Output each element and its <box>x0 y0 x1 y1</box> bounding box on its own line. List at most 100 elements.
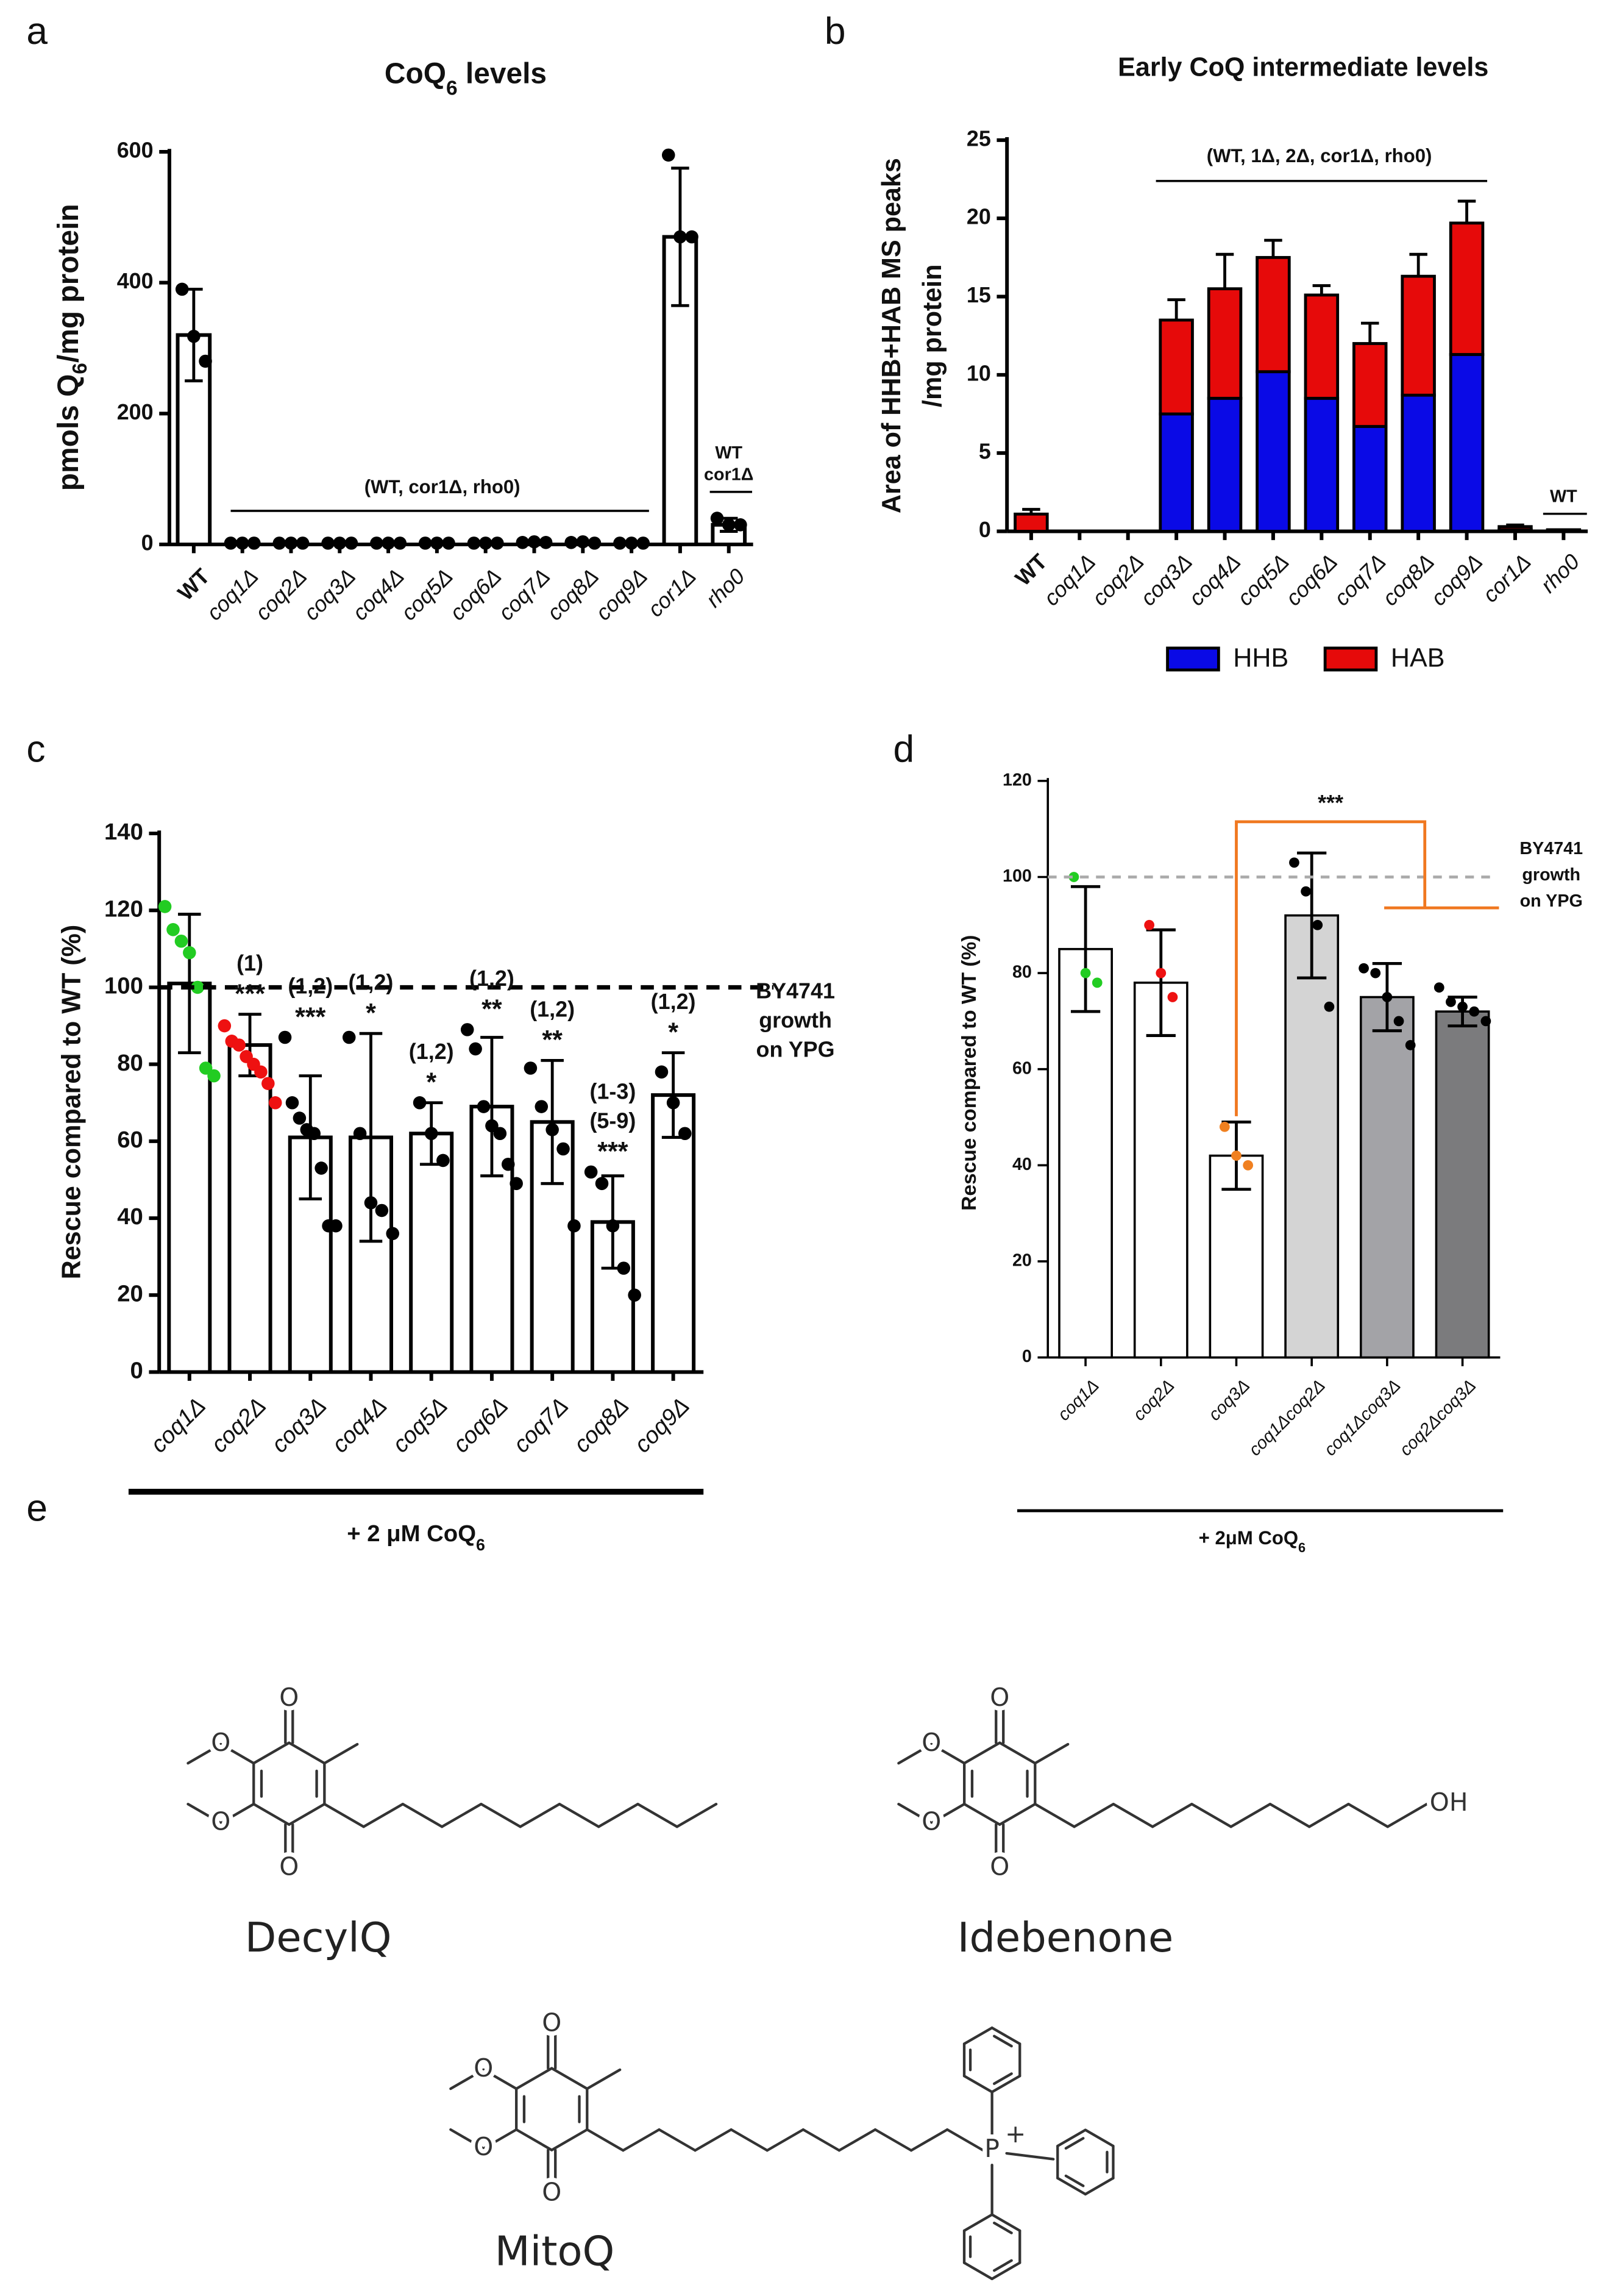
x-tick-label: coq3Δ <box>1135 549 1197 610</box>
bond <box>963 1803 1001 1826</box>
x-tick-label: coq4Δ <box>327 1392 392 1458</box>
data-point <box>1480 1016 1491 1027</box>
data-point <box>661 148 675 162</box>
text-part: pmols Q <box>52 374 85 491</box>
data-point <box>1370 968 1381 979</box>
comparison-label: (1,2) <box>530 997 575 1022</box>
data-point <box>1405 1039 1416 1050</box>
x-tick-label: coq8Δ <box>569 1392 634 1458</box>
data-point <box>278 1030 292 1044</box>
bar-segment <box>1256 255 1291 374</box>
data-point <box>174 934 188 948</box>
data-point <box>1167 992 1178 1002</box>
data-point <box>567 1219 581 1233</box>
bond <box>636 1803 678 1828</box>
data-point <box>493 1127 507 1141</box>
bond <box>586 2068 622 2091</box>
bond <box>597 1803 639 1828</box>
significance: *** <box>295 1002 326 1032</box>
x-tick-label: rho0 <box>701 563 750 612</box>
y-tick-label: 0 <box>979 517 991 542</box>
data-point <box>535 1100 549 1113</box>
bond <box>362 1803 405 1828</box>
bar-segment <box>1449 221 1485 356</box>
data-point <box>314 1161 328 1175</box>
bond <box>990 2261 1021 2281</box>
bond <box>998 1741 1037 1765</box>
bond <box>219 1803 255 1825</box>
bond <box>622 2128 661 2152</box>
bond <box>930 1803 966 1825</box>
bond <box>1034 1742 1070 1765</box>
data-point <box>187 329 201 343</box>
data-point <box>175 282 189 296</box>
data-point <box>673 230 687 244</box>
y-tick-label: 20 <box>967 204 991 229</box>
bond <box>1347 1803 1389 1828</box>
bond <box>993 2259 1013 2272</box>
y-tick-label: 80 <box>1012 963 1032 982</box>
x-tick-label: coq1Δ <box>201 563 263 625</box>
bar <box>1359 996 1415 1359</box>
y-tick-label: 10 <box>967 360 991 385</box>
bond <box>482 2128 518 2150</box>
bar <box>409 1132 454 1374</box>
bond <box>993 2034 1013 2048</box>
significance: *** <box>1318 790 1343 815</box>
y-tick-label: 120 <box>1003 770 1032 790</box>
data-point <box>333 537 347 550</box>
bond <box>1386 1803 1429 1828</box>
bar-segment <box>1401 274 1436 397</box>
x-tick-label: coq2Δ <box>250 563 311 625</box>
data-point <box>685 230 698 244</box>
bond <box>998 1803 1037 1826</box>
x-tick-label: coq9Δ <box>1426 549 1487 610</box>
data-point <box>199 354 212 368</box>
x-tick-label: coq5Δ <box>1232 549 1294 610</box>
text-part: 6 <box>446 77 458 99</box>
data-point <box>224 537 238 550</box>
panel-label: b <box>825 10 846 52</box>
data-point <box>413 1096 427 1110</box>
x-tick-label: coq2Δ <box>1087 549 1149 610</box>
data-point <box>467 537 481 550</box>
data-point <box>1433 982 1444 993</box>
data-point <box>436 1153 450 1168</box>
data-point <box>207 1069 221 1083</box>
data-point <box>1144 919 1155 930</box>
y-axis-label: /mg protein <box>918 264 947 407</box>
atom-label: + <box>1005 2119 1026 2148</box>
compound-name: Idebenone <box>957 1914 1173 1961</box>
data-point <box>460 1023 474 1036</box>
bracket-label: cor1Δ <box>704 465 753 485</box>
bond <box>219 1742 255 1765</box>
bond <box>930 1742 966 1765</box>
data-point <box>655 1065 669 1079</box>
bar-segment <box>1256 370 1291 533</box>
bond <box>801 2128 841 2152</box>
data-point <box>628 1288 641 1302</box>
bar <box>1058 947 1113 1359</box>
data-point <box>344 537 358 550</box>
bar <box>1435 1010 1490 1359</box>
atom-label: O <box>542 2008 561 2038</box>
bond <box>990 2213 1021 2233</box>
data-point <box>588 537 602 550</box>
atom-label: O <box>542 2177 561 2206</box>
bond <box>1056 2128 1087 2148</box>
chart-title: Early CoQ intermediate levels <box>1118 52 1488 82</box>
data-point <box>556 1142 570 1156</box>
data-point <box>1231 1150 1242 1161</box>
x-tick-label: coq8Δ <box>542 563 603 625</box>
x-tick-label: coq1Δ <box>146 1392 211 1458</box>
bar-segment <box>1497 525 1533 532</box>
atom-label: O <box>474 2132 493 2161</box>
data-point <box>375 1203 389 1218</box>
data-point <box>321 537 335 550</box>
x-tick-label: coq3Δ <box>1205 1376 1254 1425</box>
significance: *** <box>235 979 266 1008</box>
data-point <box>296 537 310 550</box>
bond <box>323 1803 365 1828</box>
data-point <box>501 1157 515 1171</box>
comparison-label: (5-9) <box>589 1108 636 1133</box>
